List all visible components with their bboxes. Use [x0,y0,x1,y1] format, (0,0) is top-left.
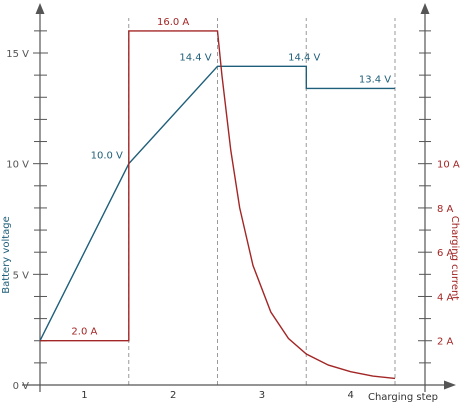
right-tick-label: 4 A [437,292,454,303]
current-label: 16.0 A [157,17,189,28]
x-tick-label: 3 [259,390,265,401]
right-tick-label: 6 A [437,248,454,259]
voltage-label: 14.4 V [288,52,320,63]
axes [22,3,456,392]
left-tick-label: 10 V [6,160,29,171]
right-y-axis-arrow [420,3,430,14]
right-tick-label: 8 A [437,204,454,215]
left-y-axis-arrow [35,3,45,14]
x-tick-labels: 1 2 3 4 [81,390,354,401]
right-tick-label: 2 A [437,337,454,348]
voltage-label: 10.0 V [91,151,123,162]
voltage-line [39,65,395,342]
current-line [40,30,396,380]
voltage-label: 13.4 V [359,74,391,85]
left-tick-label: 5 V [13,270,30,281]
x-tick-label: 4 [347,390,353,401]
x-axis-arrow [444,380,456,390]
series-lines [39,30,396,380]
right-tick-label: 10 A [437,160,460,171]
left-tick-label: 0 V [13,381,30,392]
right-axis-title: Charging current [449,216,460,301]
current-label: 2.0 A [71,327,97,338]
left-tick-label: 15 V [6,49,29,60]
x-tick-label: 1 [81,390,87,401]
left-axis-title: Battery voltage [1,216,12,294]
x-tick-label: 2 [170,390,176,401]
voltage-label: 14.4 V [179,52,211,63]
x-axis-title: Charging step [368,392,438,403]
step-boundary-lines [128,18,396,385]
value-annotations: 10.0 V 14.4 V 14.4 V 13.4 V 2.0 A 16.0 A [71,17,391,338]
left-axis-ticks: 0 V 5 V 10 V 15 V [6,30,48,392]
right-axis-ticks: 2 A 4 A 6 A 8 A 10 A [418,30,460,364]
